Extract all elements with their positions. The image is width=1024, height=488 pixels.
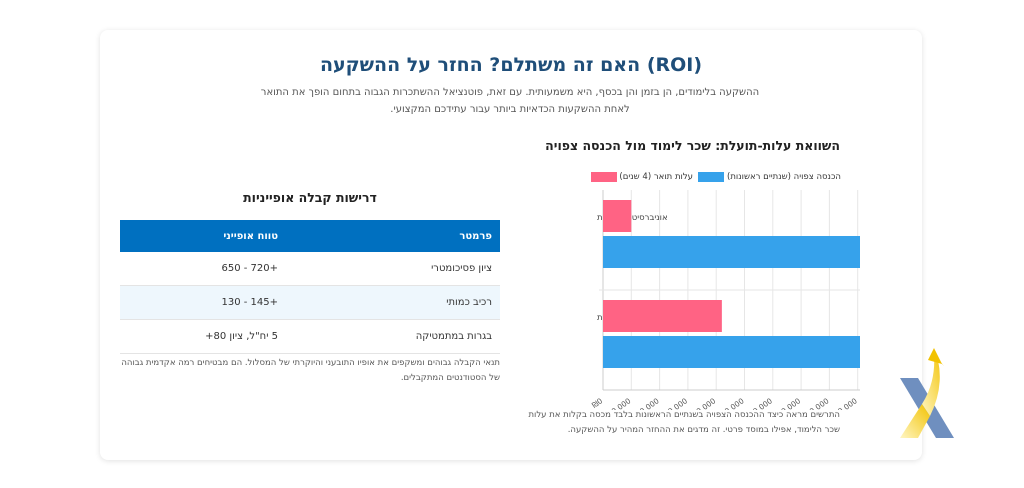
cell-range: 130 - 145+ — [120, 285, 286, 320]
legend-item-cost[interactable]: עלות תואר (4 שנים) — [590, 172, 697, 184]
cell-range: 650 - 720+ — [120, 252, 286, 286]
section-title: האם זה משתלם? החזר על ההשקעה (ROI) — [319, 54, 703, 76]
table-note: תנאי הקבלה גבוהים ומשקפים את אופיו התובע… — [121, 358, 500, 383]
category-label: אוניברסיטה ציבורית — [597, 213, 668, 223]
roi-card: האם זה משתלם? החזר על ההשקעה (ROI) ההשקע… — [100, 30, 922, 460]
header-parameter: פרמטר — [286, 220, 500, 252]
brand-logo — [900, 348, 954, 438]
legend-swatch-income — [698, 172, 725, 182]
legend-label-income: הכנסה צפויה (שנתיים ראשונות) — [727, 172, 841, 182]
cell-range: 5 יח"ל, ציון 80+ — [120, 319, 286, 354]
bar-income — [603, 236, 860, 268]
table-row: בגרות במתמטיקה 5 יח"ל, ציון 80+ — [120, 319, 500, 354]
chart-legend[interactable]: הכנסה צפויה (שנתיים ראשונות) עלות תואר (… — [587, 172, 847, 186]
cell-parameter: רכיב כמותי — [286, 285, 500, 320]
legend-label-cost: עלות תואר (4 שנים) — [619, 172, 693, 182]
table-title: דרישות קבלה אופייניות — [243, 190, 377, 205]
chart-note: התרשים מראה כיצד ההכנסה הצפויה בשנתיים ה… — [528, 410, 840, 435]
header-range: טווח אופייני — [120, 220, 286, 252]
table-row: רכיב כמותי 130 - 145+ — [120, 285, 500, 320]
section-intro: ההשקעה בלימודים, הן בזמן והן בכסף, היא מ… — [260, 87, 760, 115]
bar-cost — [603, 200, 632, 232]
bar-income — [603, 336, 860, 368]
cell-parameter: ציון פסיכומטרי — [286, 252, 500, 286]
page-background — [0, 0, 100, 488]
legend-item-income[interactable]: הכנסה צפויה (שנתיים ראשונות) — [698, 172, 845, 184]
cost-benefit-chart: ₪0₪50,000₪100,000₪150,000₪200,000₪250,00… — [590, 190, 860, 410]
admission-table: פרמטר טווח אופייני ציון פסיכומטרי 650 - … — [120, 220, 500, 354]
table-row: ציון פסיכומטרי 650 - 720+ — [120, 252, 500, 286]
table-header-row: פרמטר טווח אופייני — [120, 220, 500, 252]
legend-swatch-cost — [590, 172, 617, 182]
bar-cost — [603, 300, 722, 332]
cell-parameter: בגרות במתמטיקה — [286, 319, 500, 354]
chart-title: השוואת עלות-תועלת: שכר לימוד מול הכנסה צ… — [545, 138, 840, 153]
